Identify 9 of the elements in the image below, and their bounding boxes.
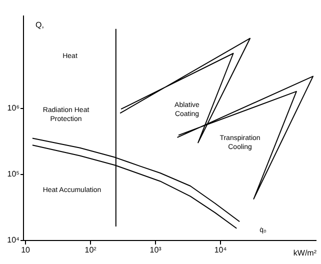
y-tick-label: 10⁵ [7,170,20,179]
x-tick-label: 10³ [150,246,162,254]
x-tick-label: 10 [21,246,31,254]
y-tick-label: 10⁶ [7,104,20,113]
x-tick-label: 10⁴ [214,246,228,254]
x-axis-title: kW/m² [293,248,317,258]
x-tick-label: 10² [84,246,97,254]
y-tick-label: 10⁴ [7,236,20,244]
y-axis-title: Q, [36,20,44,30]
